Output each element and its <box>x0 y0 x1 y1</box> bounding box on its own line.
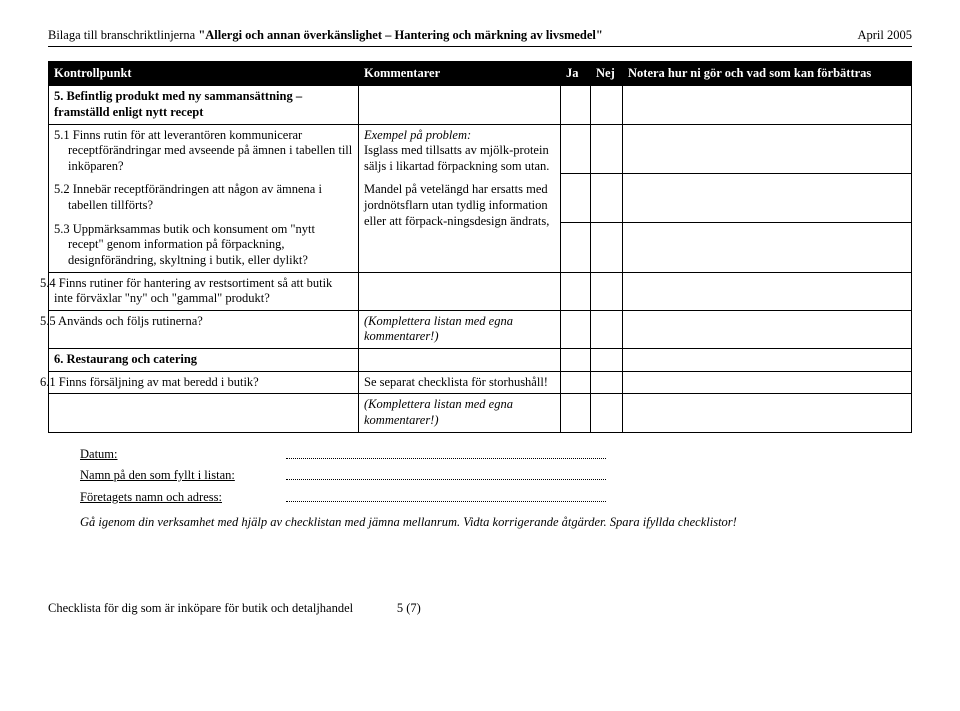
cell-empty <box>359 86 561 124</box>
signoff-company-row: Företagets namn och adress: <box>80 490 912 506</box>
cell-ja[interactable] <box>561 272 591 310</box>
cell-notes[interactable] <box>623 394 912 432</box>
cell-notes[interactable] <box>623 86 912 124</box>
col-ja: Ja <box>561 61 591 86</box>
row-5-title: 5. Befintlig produkt med ny sammansättni… <box>49 86 359 124</box>
header-title: Bilaga till branschriktlinjerna "Allergi… <box>48 28 603 44</box>
header-date: April 2005 <box>857 28 912 44</box>
checklist-table: Kontrollpunkt Kommentarer Ja Nej Notera … <box>48 61 912 433</box>
cell-notes[interactable] <box>623 173 912 222</box>
row-6-title: 6. Restaurang och catering <box>49 349 359 372</box>
cell-nej[interactable] <box>591 371 623 394</box>
col-notera: Notera hur ni gör och vad som kan förbät… <box>623 61 912 86</box>
cell-ja[interactable] <box>561 223 591 272</box>
row-5-1: 5.1 Finns rutin för att leverantören kom… <box>54 128 353 175</box>
row-5-1-through-5-3: 5.1 Finns rutin för att leverantören kom… <box>49 124 359 272</box>
cell-ja[interactable] <box>561 124 591 173</box>
table-header-row: Kontrollpunkt Kommentarer Ja Nej Notera … <box>49 61 912 86</box>
comment-komplettera: (Komplettera listan med egna kommentarer… <box>359 310 561 348</box>
cell-nej[interactable] <box>591 86 623 124</box>
comment-separat: Se separat checklista för storhushåll! <box>359 371 561 394</box>
cell-ja[interactable] <box>561 371 591 394</box>
signoff-date-field[interactable] <box>286 447 606 459</box>
comment-5-block: Exempel på problem: Isglass med tillsatt… <box>359 124 561 272</box>
table-row: 5. Befintlig produkt med ny sammansättni… <box>49 86 912 124</box>
signoff-date-row: Datum: <box>80 447 912 463</box>
row-5-4: 5.4 Finns rutiner för hantering av rests… <box>49 272 359 310</box>
signoff-block: Datum: Namn på den som fyllt i listan: F… <box>80 447 912 506</box>
cell-ja[interactable] <box>561 86 591 124</box>
page-header: Bilaga till branschriktlinjerna "Allergi… <box>48 28 912 47</box>
cell-nej[interactable] <box>591 394 623 432</box>
cell-notes[interactable] <box>623 349 912 372</box>
cell-ja[interactable] <box>561 394 591 432</box>
comment-komplettera-2: (Komplettera listan med egna kommentarer… <box>359 394 561 432</box>
footer-text: Checklista för dig som är inköpare för b… <box>48 601 353 615</box>
cell-notes[interactable] <box>623 371 912 394</box>
table-row: 5.1 Finns rutin för att leverantören kom… <box>49 124 912 173</box>
cell-nej[interactable] <box>591 310 623 348</box>
page-footer: Checklista för dig som är inköpare för b… <box>48 601 912 617</box>
cell-notes[interactable] <box>623 124 912 173</box>
table-row: 5.5 Används och följs rutinerna? (Komple… <box>49 310 912 348</box>
signoff-company-label: Företagets namn och adress: <box>80 490 280 506</box>
signoff-company-field[interactable] <box>286 490 606 502</box>
signoff-date-label: Datum: <box>80 447 280 463</box>
cell-ja[interactable] <box>561 349 591 372</box>
cell-notes[interactable] <box>623 223 912 272</box>
cell-ja[interactable] <box>561 310 591 348</box>
example-title: Exempel på problem: <box>364 128 555 144</box>
cell-nej[interactable] <box>591 173 623 222</box>
cell-empty <box>359 349 561 372</box>
cell-notes[interactable] <box>623 272 912 310</box>
col-kontrollpunkt: Kontrollpunkt <box>49 61 359 86</box>
table-row: 6.1 Finns försäljning av mat beredd i bu… <box>49 371 912 394</box>
example-body-1: Isglass med tillsatts av mjölk-protein s… <box>364 143 555 174</box>
col-nej: Nej <box>591 61 623 86</box>
header-prefix: Bilaga till branschriktlinjerna <box>48 28 198 42</box>
signoff-name-field[interactable] <box>286 468 606 480</box>
table-row: (Komplettera listan med egna kommentarer… <box>49 394 912 432</box>
cell-nej[interactable] <box>591 223 623 272</box>
cell-nej[interactable] <box>591 124 623 173</box>
row-6-1: 6.1 Finns försäljning av mat beredd i bu… <box>49 371 359 394</box>
table-row: 5.4 Finns rutiner för hantering av rests… <box>49 272 912 310</box>
row-5-3: 5.3 Uppmärksammas butik och konsument om… <box>54 222 353 269</box>
cell-empty <box>359 272 561 310</box>
instruction-text: Gå igenom din verksamhet med hjälp av ch… <box>80 515 912 531</box>
header-quoted: "Allergi och annan överkänslighet – Hant… <box>198 28 603 42</box>
signoff-name-label: Namn på den som fyllt i listan: <box>80 468 280 484</box>
cell-ja[interactable] <box>561 173 591 222</box>
row-5-2: 5.2 Innebär receptförändringen att någon… <box>54 182 353 213</box>
table-row: 6. Restaurang och catering <box>49 349 912 372</box>
signoff-name-row: Namn på den som fyllt i listan: <box>80 468 912 484</box>
footer-page: 5 (7) <box>397 601 421 615</box>
cell-empty <box>49 394 359 432</box>
col-kommentarer: Kommentarer <box>359 61 561 86</box>
example-body-2: Mandel på vetelängd har ersatts med jord… <box>364 182 555 229</box>
row-5-5: 5.5 Används och följs rutinerna? <box>49 310 359 348</box>
cell-notes[interactable] <box>623 310 912 348</box>
cell-nej[interactable] <box>591 349 623 372</box>
cell-nej[interactable] <box>591 272 623 310</box>
